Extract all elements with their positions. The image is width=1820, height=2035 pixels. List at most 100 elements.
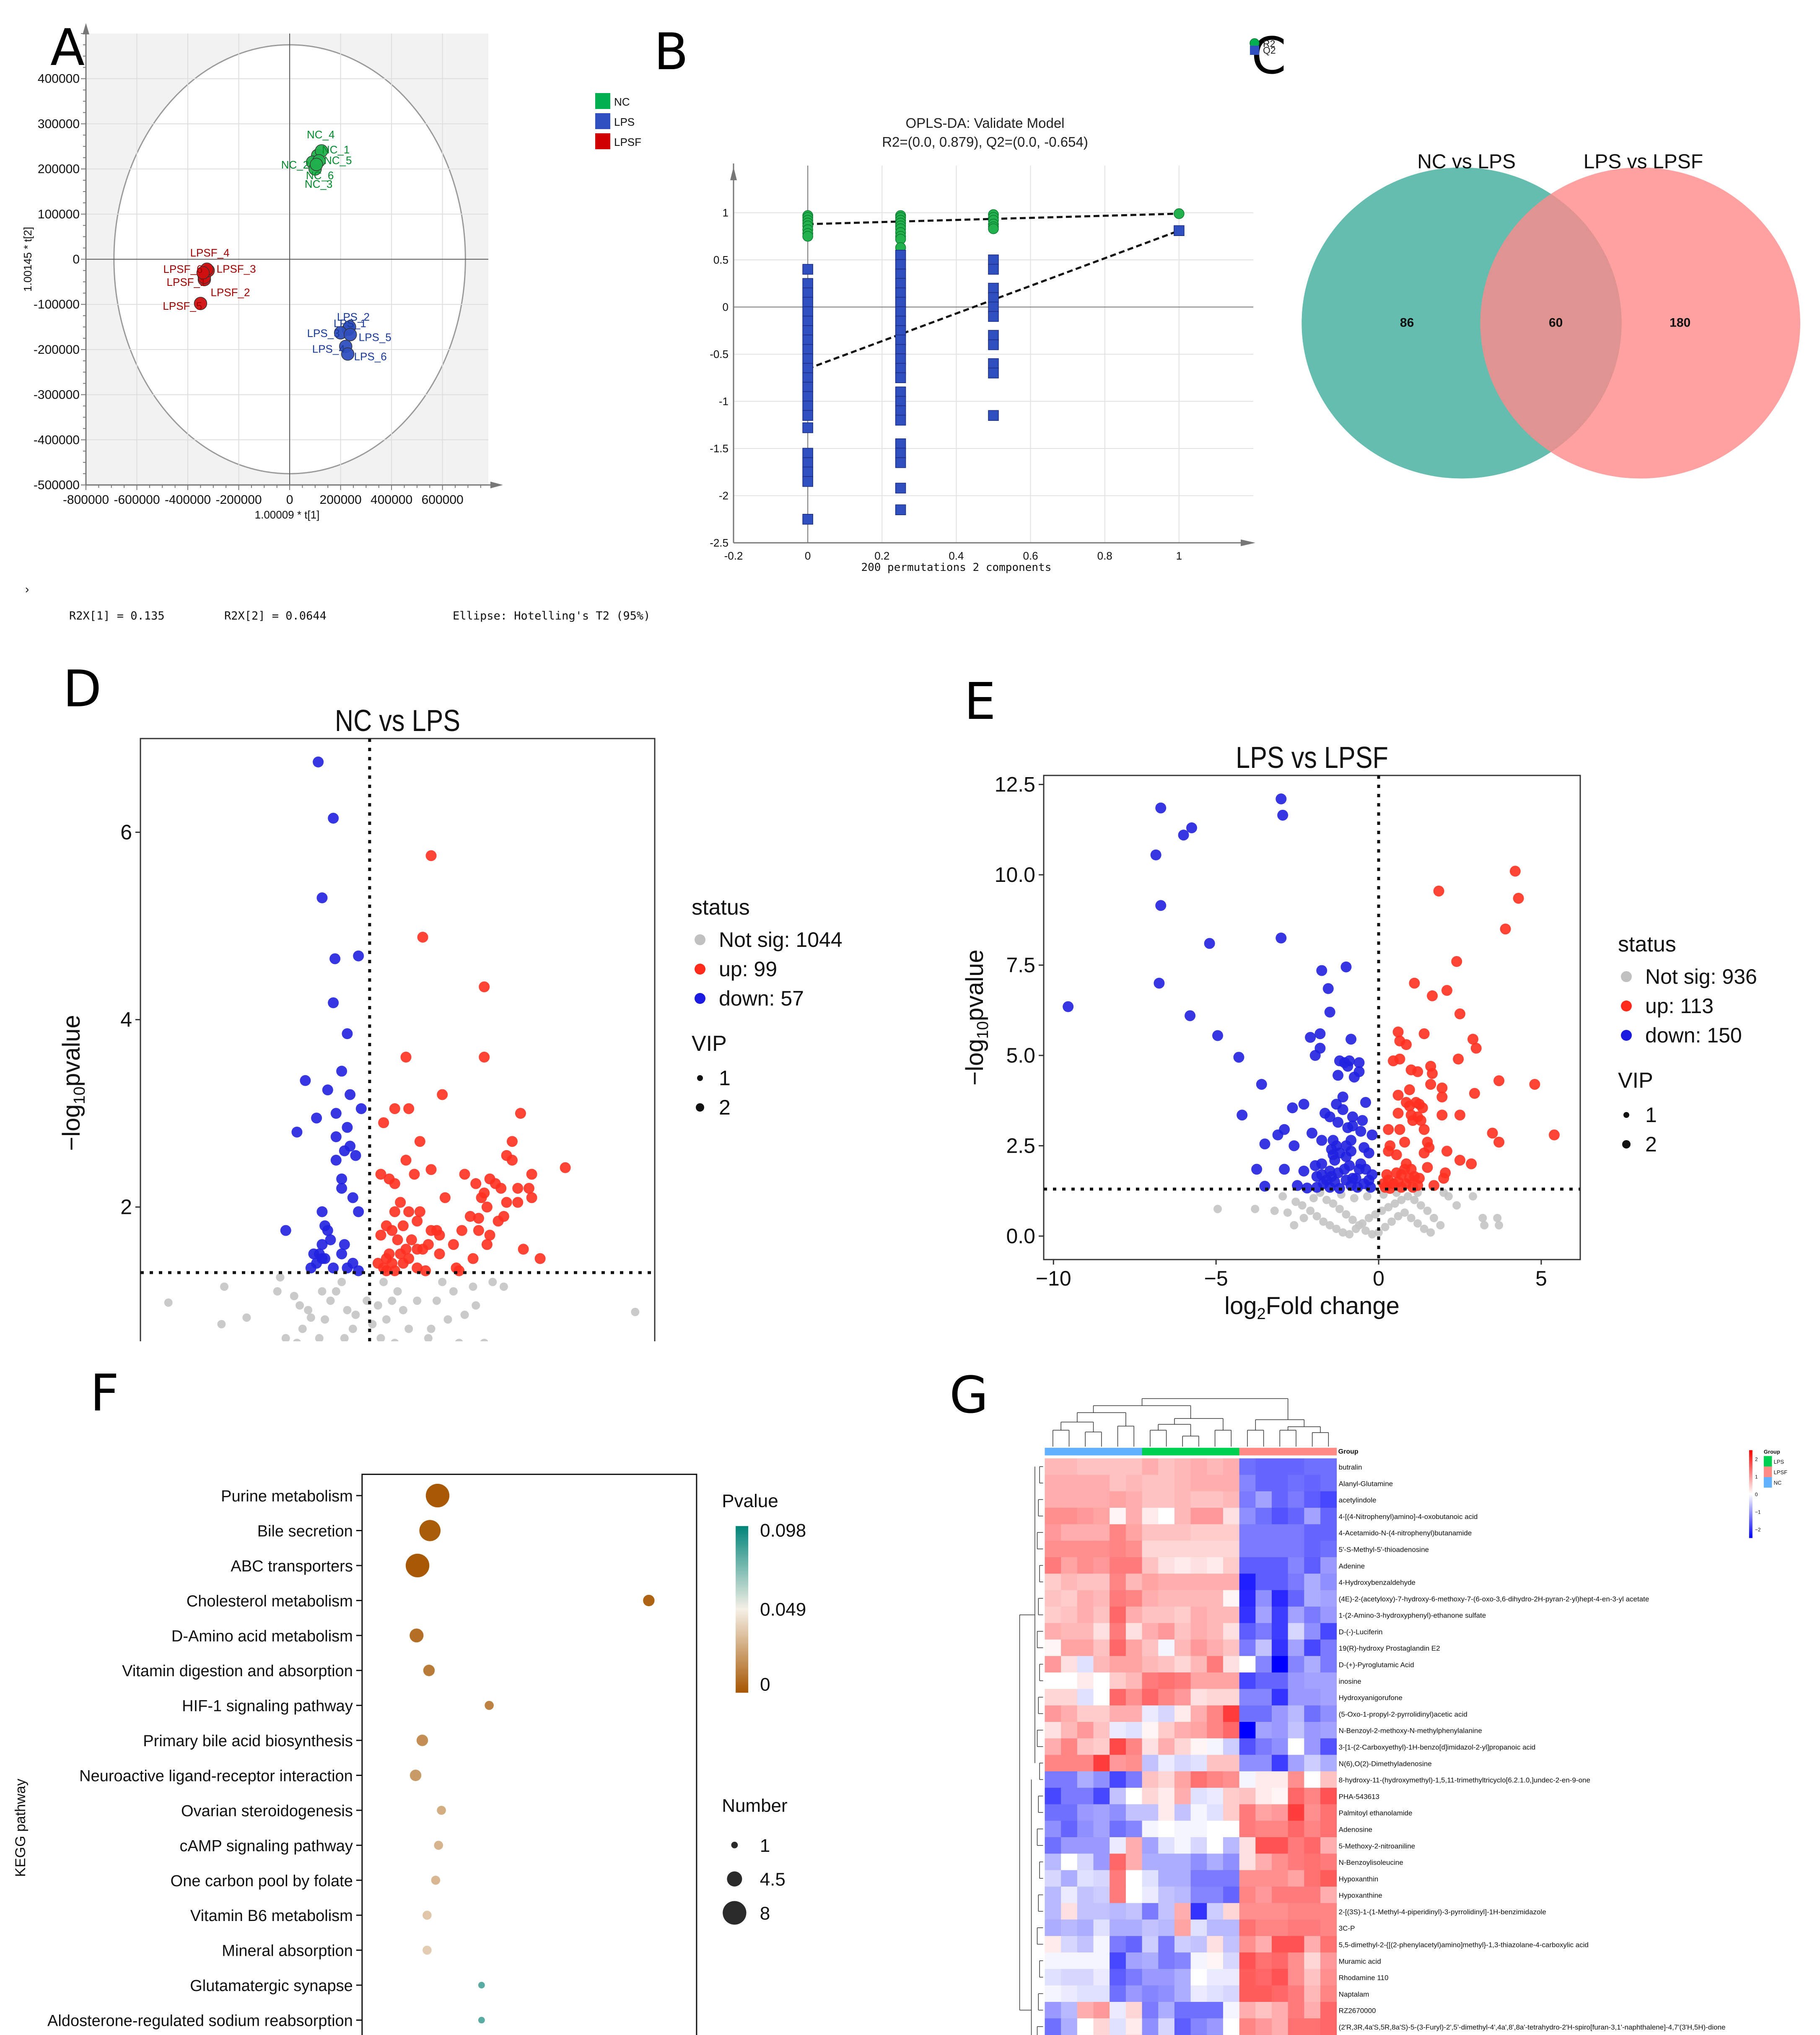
heatmap-cell [1045,1952,1061,1969]
volcano-point-not-sig [404,1325,413,1333]
heatmap-cell [1125,1540,1143,1558]
heatmap-cell [1271,1870,1289,1887]
heatmap-cell [1142,1540,1159,1558]
legend-vip-title: VIP [692,1032,727,1056]
volcano-point-not-sig [1335,1205,1344,1213]
heatmap-cell [1142,1557,1159,1574]
volcano-point-down [1353,1057,1365,1068]
heatmap-cell [1174,1524,1191,1541]
group-bar-cell [1190,1448,1207,1456]
volcano-point-down [328,997,339,1008]
volcano-point-down [1324,1111,1335,1122]
heatmap-cell [1304,1903,1321,1920]
volcano-point-up [1427,1068,1438,1079]
heatmap-cell [1142,1886,1159,1903]
heatmap-cell [1223,1788,1240,1804]
volcano-point-down [328,1262,339,1273]
heatmap-cell [1174,2018,1191,2035]
volcano-point-down [1333,1117,1344,1128]
heatmap-cell [1288,1475,1304,1492]
heatmap-cell [1061,1540,1078,1558]
heatmap-cell [1045,1755,1061,1772]
heatmap-cell [1190,1854,1207,1871]
heatmap-cell [1320,1574,1337,1591]
q2-point [988,330,999,341]
row-label: Alanyl-Glutamine [1339,1480,1393,1488]
volcano-point-not-sig [220,1282,229,1291]
heatmap-cell [1077,1820,1094,1838]
pathway-label: One carbon pool by folate [171,1872,353,1890]
heatmap-cell [1125,1771,1143,1788]
heatmap-cell [1304,1458,1321,1475]
volcano-point-not-sig [1278,1192,1287,1201]
volcano-point-up [1418,1124,1430,1135]
volcano-point-not-sig [1368,1230,1377,1239]
heatmap-cell [1239,1837,1256,1854]
volcano-point-not-sig [321,1315,329,1324]
volcano-point-up [434,1248,445,1260]
volcano-point-up [389,1265,400,1276]
venn-count-lps-vs-lpsf-only: 180 [1670,316,1690,329]
row-label: Naptalam [1339,1990,1369,1998]
q2-point [802,410,813,421]
chart-title: NC vs LPS [335,704,460,738]
heatmap-cell [1288,1969,1304,1986]
heatmap-cell [1271,1936,1289,1953]
heatmap-cell [1320,1919,1337,1936]
group-legend-swatch [1763,1466,1772,1477]
volcano-point-up [1425,1078,1436,1090]
heatmap-cell [1061,1557,1078,1574]
q2-point [988,283,999,294]
volcano-point-down [1307,1128,1317,1139]
y-tick-label: 300000 [38,117,80,131]
heatmap-cell [1223,1755,1240,1772]
heatmap-cell [1207,1656,1224,1673]
heatmap-cell [1207,1771,1224,1788]
heatmap-cell [1061,1672,1078,1689]
heatmap-cell [1190,1755,1207,1772]
heatmap-cell [1320,1870,1337,1887]
heatmap-cell [1174,1623,1191,1640]
volcano-point-up [1487,1128,1498,1139]
heatmap-cell [1077,1771,1094,1788]
volcano-point-not-sig [1407,1213,1416,1222]
heatmap-cell [1288,1606,1304,1623]
heatmap-cell [1174,1672,1191,1689]
volcano-point-up [501,1197,512,1208]
heatmap-cell [1045,1705,1061,1722]
volcano-point-down [322,1084,333,1096]
heatmap-cell [1158,1458,1175,1475]
legend-number-title: Number [722,1795,788,1816]
heat-colorbar [1749,1450,1753,1538]
heatmap-cell [1223,1985,1240,2002]
legend-vip-label: 1 [1645,1103,1657,1127]
volcano-point-up [1392,1107,1404,1119]
volcano-point-up [459,1169,470,1180]
point-label: LPSF_3 [217,262,256,275]
heatmap-cell [1045,2018,1061,2035]
heatmap-cell [1158,1804,1175,1821]
volcano-point-up [1396,1182,1407,1193]
heatmap-cell [1110,1952,1126,1969]
heatmap-cell [1207,1491,1224,1508]
heatmap-cell [1223,1590,1240,1607]
heatmap-cell [1142,1903,1159,1920]
q2-point [802,448,813,459]
volcano-point-not-sig [1444,1192,1453,1201]
y-tick-label: -2 [719,490,729,502]
q2-point [895,259,906,270]
heatmap-cell [1239,1574,1256,1591]
heatmap-cell [1207,1689,1224,1706]
volcano-point-down [1251,1164,1263,1175]
heatmap-cell [1077,1952,1094,1969]
volcano-point-up [425,1164,437,1175]
volcano-point-down [1150,849,1161,861]
volcano-point-not-sig [399,1306,407,1314]
y-tick-label: 10.0 [995,863,1035,887]
heatmap-cell [1174,1837,1191,1854]
heatmap-cell [1061,1969,1078,1986]
volcano-point-not-sig [1452,1201,1461,1210]
heatmap-cell [1174,1606,1191,1623]
volcano-point-up [375,1229,386,1241]
heatmap-cell [1110,1820,1126,1838]
